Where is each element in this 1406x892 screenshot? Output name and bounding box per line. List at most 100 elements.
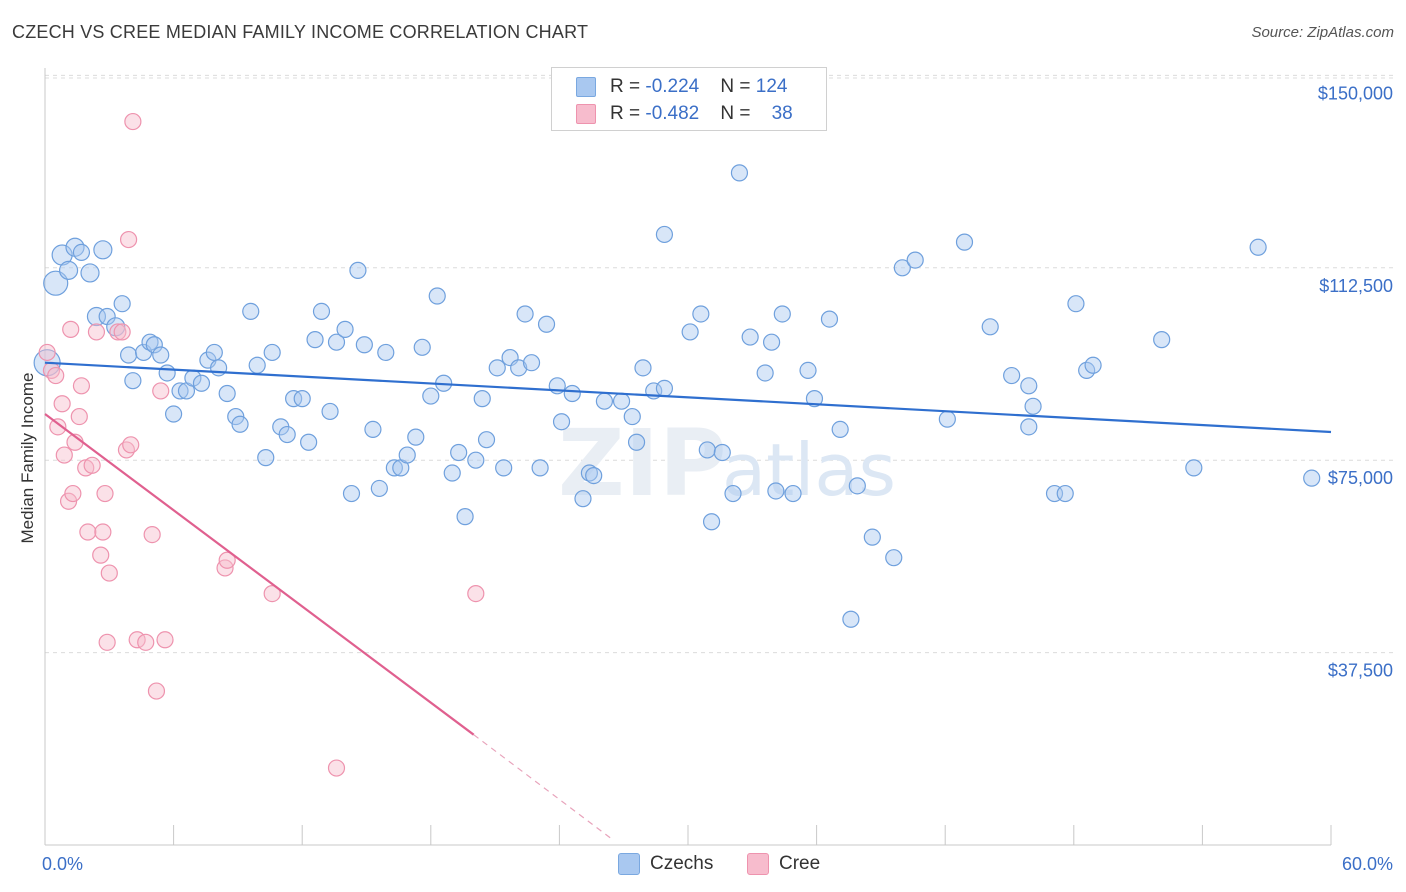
czechs-point — [698, 441, 716, 459]
cree-point — [96, 484, 114, 503]
czechs-point — [1303, 469, 1321, 487]
cree-point — [218, 551, 236, 569]
czechs-point — [773, 305, 791, 323]
r-value-czechs: -0.224 — [645, 76, 700, 97]
czechs-point — [398, 446, 416, 464]
czechs-point — [145, 336, 163, 354]
czechs-point — [516, 305, 534, 323]
czechs-point — [692, 305, 710, 323]
czechs-point — [58, 260, 79, 280]
czechs-point — [634, 359, 652, 377]
czechs-point — [1084, 356, 1102, 374]
czechs-point — [681, 323, 699, 341]
cree-point — [143, 525, 161, 544]
czechs-point — [741, 328, 759, 346]
cree-point — [92, 546, 110, 564]
czechs-point — [799, 361, 817, 380]
x-tick-label: 0.0% — [42, 854, 83, 874]
czechs-point — [477, 431, 496, 449]
czechs-point — [312, 302, 331, 321]
czechs-point — [385, 459, 403, 477]
cree-point — [98, 633, 116, 651]
czechs-point — [119, 346, 138, 364]
czechs-point — [552, 413, 571, 431]
cree-point — [263, 584, 281, 603]
cree-point — [94, 523, 112, 541]
czechs-point — [171, 382, 189, 400]
czechs-point — [655, 379, 674, 397]
cree-trend-line — [44, 413, 475, 736]
bottom-legend-label-cree: Cree — [779, 853, 821, 874]
czechs-point — [713, 443, 731, 462]
czechs-point — [113, 295, 131, 313]
czechs-point — [724, 484, 742, 503]
cree-point — [156, 631, 174, 649]
czechs-point — [231, 415, 249, 433]
y-tick-label: $150,000 — [1318, 83, 1393, 103]
czechs-point — [1020, 418, 1038, 436]
czechs-point — [784, 484, 802, 503]
czechs-point — [981, 318, 999, 336]
czechs-point — [456, 508, 474, 526]
cree-point — [79, 523, 97, 541]
czechs-point — [1185, 459, 1203, 477]
legend-swatch-cree — [576, 104, 596, 124]
czechs-point — [43, 270, 69, 296]
czechs-point — [450, 443, 468, 462]
czechs-point — [336, 320, 354, 338]
czechs-point — [443, 464, 461, 482]
czechs-point — [1067, 295, 1085, 313]
czechs-point — [756, 364, 774, 382]
cree-point — [119, 230, 138, 249]
cree-point — [38, 343, 56, 362]
czechs-point — [563, 384, 581, 403]
cree-point — [55, 446, 73, 464]
czechs-point — [955, 233, 974, 251]
czechs-point — [585, 466, 603, 485]
czechs-point — [407, 428, 425, 446]
czechs-point — [263, 343, 281, 362]
czechs-point — [831, 420, 849, 439]
czechs-point — [906, 251, 924, 269]
czechs-point — [1249, 238, 1267, 256]
cree-point — [124, 112, 142, 131]
czechs-point — [192, 374, 211, 392]
czechs-point — [1003, 366, 1021, 385]
czechs-point — [805, 390, 824, 408]
cree-point — [53, 395, 71, 413]
czechs-point — [863, 528, 881, 546]
cree-point — [49, 418, 67, 436]
czechs-point — [842, 610, 860, 628]
cree-point — [47, 366, 65, 385]
czechs-point — [537, 315, 556, 333]
legend-text-cree: R = -0.482 N = 38 — [610, 103, 793, 124]
czechs-point — [495, 459, 513, 477]
cree-point — [62, 320, 80, 338]
legend-text-czechs: R = -0.224 N = 124 — [610, 76, 788, 97]
czechs-point — [80, 263, 100, 283]
cree-point — [72, 377, 91, 395]
czechs-point — [72, 243, 91, 262]
czechs-point — [623, 407, 641, 426]
czechs-point — [349, 261, 367, 279]
czechs-point — [248, 356, 266, 374]
cree-point — [113, 323, 131, 341]
czechs-point — [364, 420, 382, 439]
czechs-point — [413, 338, 431, 356]
cree-point — [70, 407, 88, 426]
czechs-point — [165, 405, 183, 423]
legend-swatch-czechs — [576, 77, 596, 97]
czechs-point — [293, 390, 311, 408]
czechs-point — [762, 333, 781, 351]
czechs-point — [93, 240, 113, 260]
czechs-point — [938, 410, 956, 428]
watermark-atlas: atlas — [722, 428, 896, 512]
bottom-legend-label-czechs: Czechs — [650, 853, 714, 874]
czechs-point — [1020, 377, 1038, 395]
axes — [44, 68, 1332, 846]
czechs-point — [595, 392, 614, 410]
czechs-point — [730, 164, 749, 182]
cree-point — [109, 323, 127, 341]
czechs-point — [848, 477, 866, 495]
